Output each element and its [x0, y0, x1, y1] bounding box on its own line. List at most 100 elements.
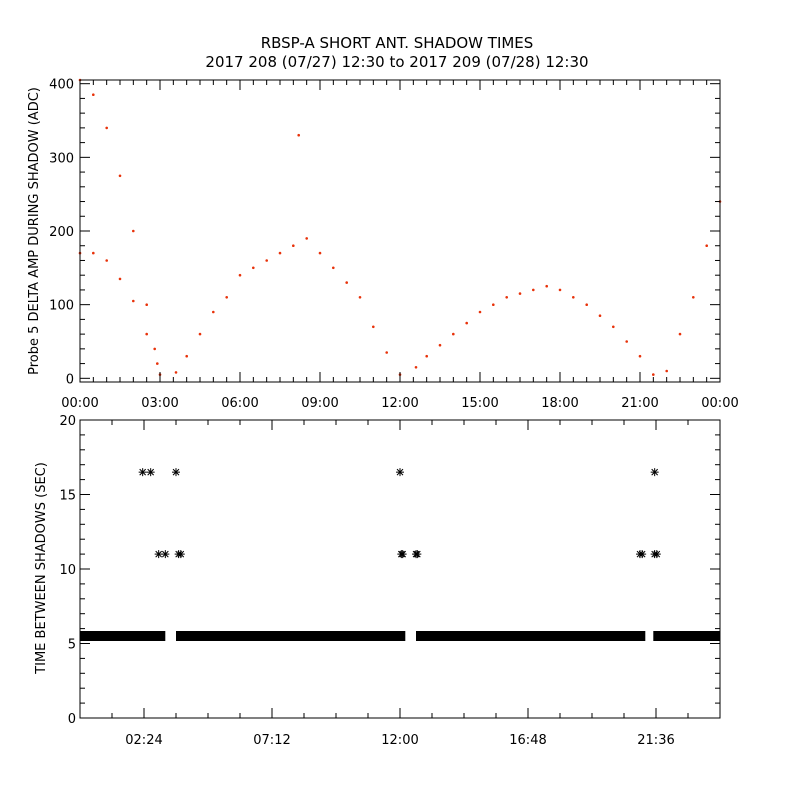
top-y-tick-label: 0 — [66, 372, 74, 387]
top-y-tick-label: 400 — [49, 78, 74, 93]
bottom-scatter-points — [80, 468, 720, 641]
bottom-baseline-points — [416, 631, 646, 641]
bottom-data-point — [172, 468, 180, 477]
top-x-tick-label: 00:00 — [61, 396, 98, 411]
top-data-point — [185, 354, 188, 358]
top-x-tick-label: 15:00 — [461, 396, 498, 411]
bottom-data-point — [413, 550, 422, 559]
bottom-y-tick-label: 0 — [68, 712, 76, 727]
top-data-point — [545, 284, 548, 288]
top-data-point — [625, 340, 628, 343]
top-data-point — [145, 332, 148, 336]
top-data-point — [665, 369, 668, 373]
top-data-point — [518, 292, 522, 295]
bottom-y-axis: 0 5 10 15 20 — [59, 414, 720, 727]
bottom-data-point — [154, 550, 163, 559]
bottom-plot-frame — [79, 419, 721, 719]
bottom-panel: 02:24 07:12 12:00 16:48 21:36 0 5 10 15 20 TIME … — [34, 414, 721, 748]
bottom-y-tick-label: 15 — [59, 489, 76, 504]
top-data-point — [332, 266, 335, 270]
bottom-x-tick-label: 07:12 — [253, 733, 290, 748]
top-data-point — [118, 277, 122, 281]
bottom-data-point — [652, 550, 661, 559]
top-data-point — [452, 332, 455, 336]
top-x-tick-label: 12:00 — [381, 396, 418, 411]
top-data-point — [105, 126, 108, 130]
top-x-tick-label: 06:00 — [221, 396, 258, 411]
top-data-point — [532, 288, 535, 292]
top-data-point — [278, 251, 282, 255]
top-y-axis: 0 100 200 300 400 — [49, 78, 720, 387]
bottom-x-tick-label: 02:24 — [125, 733, 162, 748]
bottom-y-tick-label: 20 — [59, 414, 76, 429]
top-data-point — [612, 325, 615, 329]
top-data-point — [132, 229, 135, 233]
bottom-baseline-points — [653, 631, 720, 641]
chart-title-line2: 2017 208 (07/27) 12:30 to 2017 209 (07/2… — [205, 53, 588, 71]
top-data-point — [372, 325, 375, 329]
bottom-x-tick-label: 16:48 — [509, 733, 546, 748]
top-data-point — [156, 362, 159, 365]
top-data-point — [438, 343, 442, 347]
top-data-point — [105, 259, 108, 262]
bottom-data-point — [396, 468, 404, 477]
top-data-point — [318, 251, 322, 255]
top-x-axis: 00:00 03:00 06:00 09:00 12:00 15:00 18:00 21:00… — [61, 80, 739, 411]
top-y-tick-label: 100 — [49, 299, 74, 314]
bottom-data-point — [176, 550, 185, 559]
bottom-y-axis-label: TIME BETWEEN SHADOWS (SEC) — [34, 462, 49, 675]
bottom-data-point — [638, 550, 647, 559]
top-data-point — [465, 321, 469, 325]
bottom-data-point — [146, 468, 155, 477]
top-data-point — [505, 296, 509, 299]
top-data-point — [92, 251, 95, 255]
bottom-data-point — [138, 468, 147, 477]
top-data-point — [198, 332, 202, 336]
top-data-point — [225, 296, 228, 299]
top-data-point — [478, 310, 482, 314]
top-data-point — [174, 371, 178, 374]
top-data-point — [292, 244, 295, 247]
bottom-data-point — [650, 468, 659, 477]
top-data-point — [558, 288, 562, 292]
bottom-x-tick-label: 21:36 — [637, 733, 674, 748]
bottom-x-tick-label: 12:00 — [381, 733, 418, 748]
top-data-point — [153, 347, 156, 351]
top-data-point — [305, 237, 309, 240]
top-data-point — [678, 332, 682, 336]
top-y-tick-label: 300 — [49, 151, 74, 166]
top-data-point — [252, 266, 255, 270]
bottom-y-tick-label: 10 — [59, 563, 76, 578]
top-data-point — [265, 259, 269, 262]
top-x-tick-label: 18:00 — [541, 396, 578, 411]
chart-title-line1: RBSP-A SHORT ANT. SHADOW TIMES — [261, 34, 534, 52]
top-data-point — [705, 244, 708, 247]
top-data-point — [652, 373, 655, 376]
top-panel: 00:00 03:00 06:00 09:00 12:00 15:00 18:00 21:00… — [27, 78, 739, 411]
top-data-point — [492, 303, 495, 307]
top-data-point — [598, 314, 602, 318]
top-data-point — [297, 133, 301, 137]
top-data-point — [425, 354, 429, 358]
top-data-point — [145, 303, 148, 307]
top-plot-frame — [79, 79, 721, 383]
top-data-point — [385, 351, 389, 354]
top-y-tick-label: 200 — [49, 225, 74, 240]
top-data-point — [345, 281, 349, 284]
top-x-tick-label: 00:00 — [701, 396, 738, 411]
top-y-axis-label: Probe 5 DELTA AMP DURING SHADOW (ADC) — [27, 87, 42, 375]
top-data-point — [212, 310, 215, 314]
top-data-point — [572, 296, 575, 299]
top-data-point — [118, 174, 122, 178]
top-data-point — [638, 354, 642, 358]
top-x-tick-label: 03:00 — [141, 396, 178, 411]
top-data-point — [238, 273, 242, 277]
top-data-point — [92, 93, 95, 96]
bottom-data-point — [398, 550, 407, 559]
bottom-baseline-points — [80, 631, 166, 641]
top-data-point — [414, 366, 418, 369]
top-x-tick-label: 21:00 — [621, 396, 658, 411]
top-data-point — [585, 303, 588, 307]
